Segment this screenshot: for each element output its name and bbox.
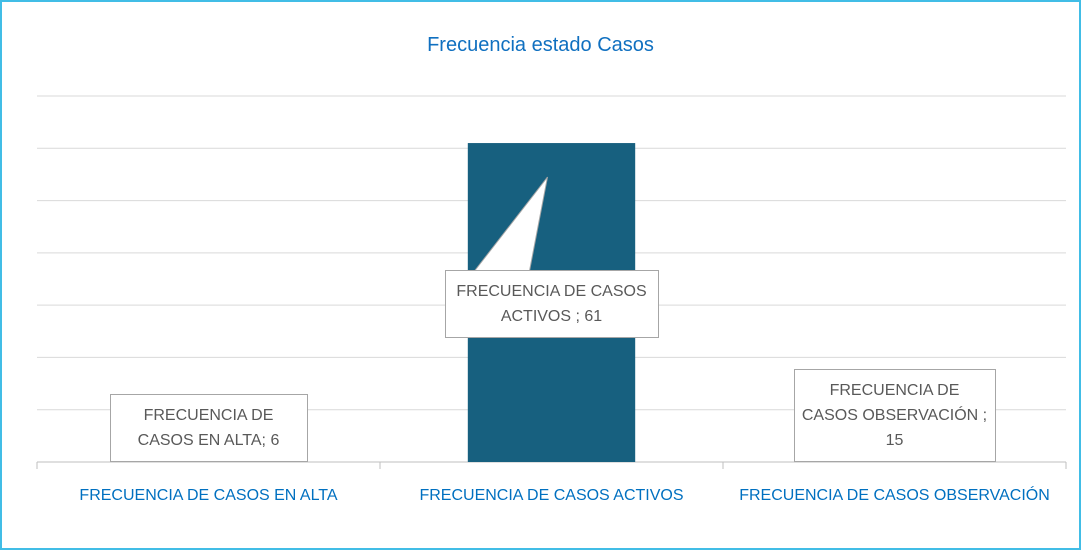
data-label: FRECUENCIA DE CASOS ACTIVOS ; 61 [444,270,659,338]
chart-title: Frecuencia estado Casos [427,34,654,56]
x-tick-label: FRECUENCIA DE CASOS EN ALTA [79,487,338,504]
x-tick-label: FRECUENCIA DE CASOS OBSERVACIÓN [739,487,1050,504]
data-label: FRECUENCIA DE CASOS EN ALTA; 6 [109,394,308,462]
x-tick-label: FRECUENCIA DE CASOS ACTIVOS [419,487,684,504]
data-label: FRECUENCIA DE CASOS OBSERVACIÓN ; 15 [793,369,996,462]
